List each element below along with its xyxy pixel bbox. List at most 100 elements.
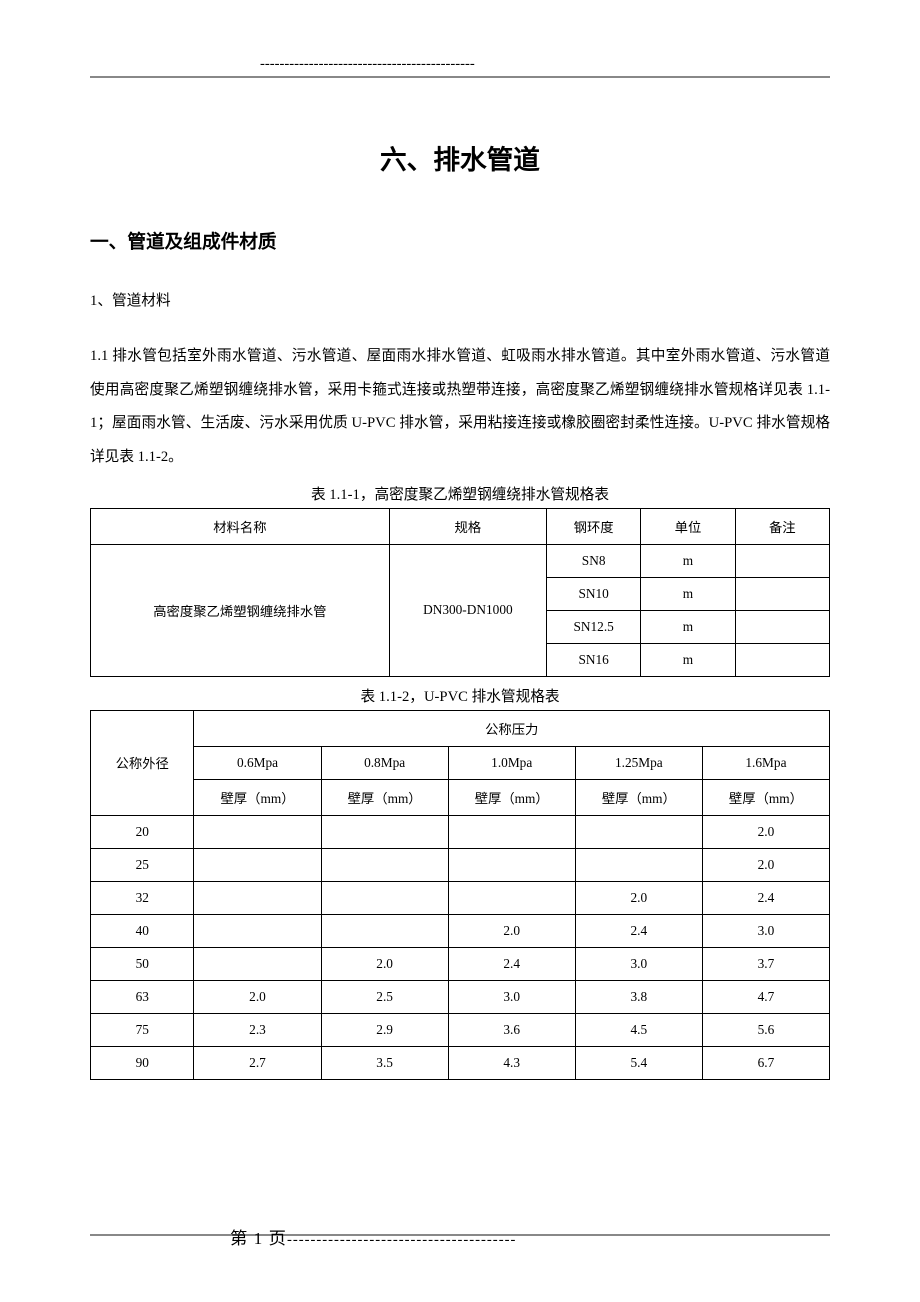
- table2-header-wall: 壁厚（mm）: [575, 779, 702, 815]
- table2-dn: 40: [91, 914, 194, 947]
- table2-cell: 2.0: [575, 881, 702, 914]
- header-rule: ----------------------------------------…: [90, 60, 830, 78]
- table2-cell: [194, 881, 321, 914]
- sub-heading-1: 1、管道材料: [90, 289, 830, 310]
- table1-header-note: 备注: [735, 508, 829, 544]
- table1-ring: SN8: [546, 544, 640, 577]
- table2-dn: 32: [91, 881, 194, 914]
- table2-header-row3: 壁厚（mm） 壁厚（mm） 壁厚（mm） 壁厚（mm） 壁厚（mm）: [91, 779, 830, 815]
- table2-header-p08: 0.8Mpa: [321, 746, 448, 779]
- table1-note: [735, 610, 829, 643]
- table2-cell: 3.6: [448, 1013, 575, 1046]
- table2-cell: 2.4: [575, 914, 702, 947]
- table2-cell: 5.4: [575, 1046, 702, 1079]
- table2-header-wall: 壁厚（mm）: [194, 779, 321, 815]
- table2-cell: [194, 914, 321, 947]
- table2-cell: [321, 881, 448, 914]
- table2-dn: 25: [91, 848, 194, 881]
- paragraph-1-1: 1.1 排水管包括室外雨水管道、污水管道、屋面雨水排水管道、虹吸雨水排水管道。其…: [90, 340, 830, 475]
- table2-cell: [575, 815, 702, 848]
- section-heading: 一、管道及组成件材质: [90, 227, 830, 254]
- table1-header-name: 材料名称: [91, 508, 390, 544]
- table2-cell: 5.6: [702, 1013, 829, 1046]
- table2-header-wall: 壁厚（mm）: [702, 779, 829, 815]
- table2-cell: [321, 914, 448, 947]
- table2-cell: [321, 815, 448, 848]
- footer-dashes: ---------------------------------------: [287, 1232, 516, 1248]
- table1-note: [735, 544, 829, 577]
- table2-row: 252.0: [91, 848, 830, 881]
- table2-cell: 2.5: [321, 980, 448, 1013]
- table2-header-pressure: 公称压力: [194, 710, 830, 746]
- table2-header-wall: 壁厚（mm）: [448, 779, 575, 815]
- table2-cell: [448, 815, 575, 848]
- table2-dn: 75: [91, 1013, 194, 1046]
- table2-cell: 3.0: [448, 980, 575, 1013]
- table2-caption: 表 1.1-2，U-PVC 排水管规格表: [90, 685, 830, 706]
- table1-unit: m: [641, 577, 735, 610]
- table2-row: 202.0: [91, 815, 830, 848]
- table2-cell: 2.7: [194, 1046, 321, 1079]
- table2-row: 632.02.53.03.84.7: [91, 980, 830, 1013]
- table1-header-row: 材料名称 规格 钢环度 单位 备注: [91, 508, 830, 544]
- table2-cell: 6.7: [702, 1046, 829, 1079]
- header-dashes: ----------------------------------------…: [260, 56, 475, 73]
- table1-ring: SN16: [546, 643, 640, 676]
- table1-material-name: 高密度聚乙烯塑钢缠绕排水管: [91, 544, 390, 676]
- table2-cell: 3.0: [702, 914, 829, 947]
- main-title: 六、排水管道: [90, 138, 830, 177]
- table2-cell: [194, 947, 321, 980]
- table1-header-spec: 规格: [389, 508, 546, 544]
- table1-caption: 表 1.1-1，高密度聚乙烯塑钢缠绕排水管规格表: [90, 483, 830, 504]
- table2-row: 40 2.02.43.0: [91, 914, 830, 947]
- table2-cell: 4.3: [448, 1046, 575, 1079]
- table2-header-dn: 公称外径: [91, 710, 194, 815]
- table2-cell: 4.7: [702, 980, 829, 1013]
- table2-cell: [575, 848, 702, 881]
- table1-header-unit: 单位: [641, 508, 735, 544]
- table2-dn: 50: [91, 947, 194, 980]
- table2-row: 902.73.54.35.46.7: [91, 1046, 830, 1079]
- table1-ring: SN12.5: [546, 610, 640, 643]
- table2-cell: 2.9: [321, 1013, 448, 1046]
- table2-cell: [448, 881, 575, 914]
- table2-cell: 2.0: [702, 848, 829, 881]
- table2-cell: 3.0: [575, 947, 702, 980]
- table2-cell: 2.0: [321, 947, 448, 980]
- table1-unit: m: [641, 610, 735, 643]
- table1-note: [735, 577, 829, 610]
- table2-row: 752.32.93.64.55.6: [91, 1013, 830, 1046]
- table2-cell: [321, 848, 448, 881]
- table-hdpe-spec: 材料名称 规格 钢环度 单位 备注 高密度聚乙烯塑钢缠绕排水管 DN300-DN…: [90, 508, 830, 677]
- table1-unit: m: [641, 643, 735, 676]
- table2-cell: 4.5: [575, 1013, 702, 1046]
- table2-cell: 2.4: [448, 947, 575, 980]
- table1-spec-value: DN300-DN1000: [389, 544, 546, 676]
- table2-header-row1: 公称外径 公称压力: [91, 710, 830, 746]
- table2-row: 50 2.02.43.03.7: [91, 947, 830, 980]
- table2-cell: 2.0: [702, 815, 829, 848]
- table2-cell: [194, 848, 321, 881]
- table2-cell: 3.5: [321, 1046, 448, 1079]
- table2-header-p10: 1.0Mpa: [448, 746, 575, 779]
- table2-cell: 2.0: [448, 914, 575, 947]
- table1-note: [735, 643, 829, 676]
- table2-cell: 3.7: [702, 947, 829, 980]
- table2-cell: 2.3: [194, 1013, 321, 1046]
- table2-header-p16: 1.6Mpa: [702, 746, 829, 779]
- table2-header-wall: 壁厚（mm）: [321, 779, 448, 815]
- table1-ring: SN10: [546, 577, 640, 610]
- table1-row: 高密度聚乙烯塑钢缠绕排水管 DN300-DN1000 SN8 m: [91, 544, 830, 577]
- footer-page-label: 第 1 页: [230, 1229, 287, 1248]
- footer-content: 第 1 页-----------------------------------…: [230, 1224, 516, 1249]
- table2-header-row2: 0.6Mpa 0.8Mpa 1.0Mpa 1.25Mpa 1.6Mpa: [91, 746, 830, 779]
- table2-header-p06: 0.6Mpa: [194, 746, 321, 779]
- table2-dn: 20: [91, 815, 194, 848]
- table2-dn: 90: [91, 1046, 194, 1079]
- footer-rule: 第 1 页-----------------------------------…: [90, 1234, 830, 1252]
- table2-cell: [194, 815, 321, 848]
- table2-cell: 2.4: [702, 881, 829, 914]
- table2-cell: 2.0: [194, 980, 321, 1013]
- table2-dn: 63: [91, 980, 194, 1013]
- table2-cell: 3.8: [575, 980, 702, 1013]
